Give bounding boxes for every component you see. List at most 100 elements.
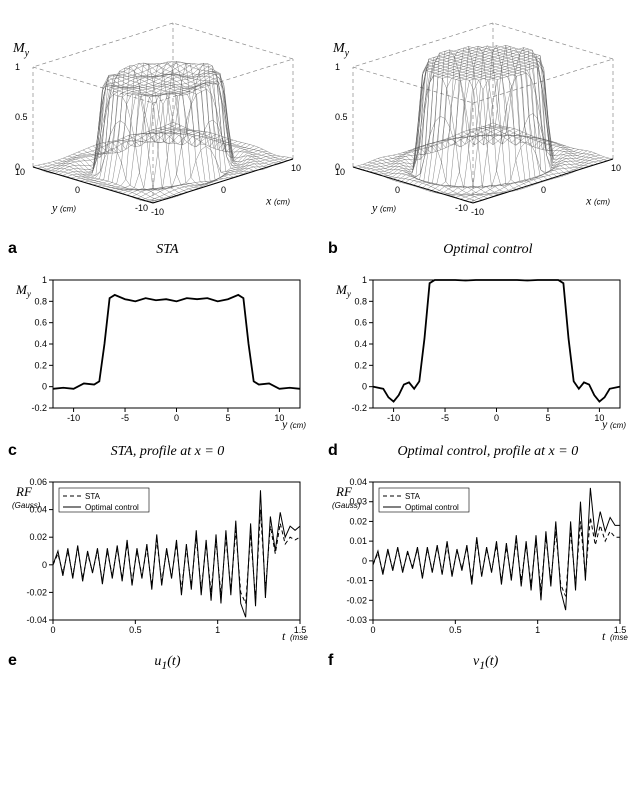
svg-text:-10: -10 [151,207,164,217]
svg-text:Optimal control: Optimal control [405,503,459,512]
svg-text:(cm): (cm) [380,205,396,214]
panel-f-letter: f [328,652,333,670]
svg-text:0: 0 [42,560,47,570]
panel-d-plot: -10-50510-0.200.20.40.60.81Myy (cm) [328,270,632,440]
panel-a-title: STA [23,242,312,258]
svg-text:-0.02: -0.02 [26,587,47,597]
svg-text:0.4: 0.4 [34,339,47,349]
svg-text:0: 0 [370,625,375,635]
svg-text:-0.2: -0.2 [31,403,47,413]
svg-text:1: 1 [335,62,340,72]
svg-text:t: t [282,629,286,642]
svg-text:0.8: 0.8 [354,296,367,306]
svg-text:-10: -10 [471,207,484,217]
panel-c-plot: -10-50510-0.200.20.40.60.81Myy (cm) [8,270,312,440]
svg-text:y: y [281,417,288,430]
svg-text:t: t [602,629,606,642]
svg-text:0: 0 [362,382,367,392]
svg-text:0: 0 [494,413,499,423]
svg-text:0.04: 0.04 [349,477,367,487]
svg-text:-5: -5 [121,413,129,423]
svg-text:0.01: 0.01 [349,536,367,546]
svg-text:1: 1 [42,275,47,285]
svg-text:0: 0 [42,382,47,392]
svg-text:0.5: 0.5 [15,112,28,122]
svg-text:y: y [51,201,58,215]
svg-text:My: My [12,41,30,59]
panel-d-letter: d [328,442,338,460]
svg-text:1: 1 [535,625,540,635]
panel-b-3d: 00.51-10-10001010Myx(cm)y(cm) [328,8,632,238]
svg-text:10: 10 [335,167,345,177]
svg-text:(Gauss): (Gauss) [332,501,361,510]
svg-text:0.6: 0.6 [34,318,47,328]
panel-e-plot: 00.511.5-0.04-0.0200.020.040.06RF(Gauss)… [8,472,312,650]
panel-d-title: Optimal control, profile at x = 0 [344,444,632,460]
svg-text:0: 0 [50,625,55,635]
panel-e: 00.511.5-0.04-0.0200.020.040.06RF(Gauss)… [8,472,312,672]
svg-text:0.2: 0.2 [34,360,47,370]
svg-text:-10: -10 [387,413,400,423]
panel-b-title: Optimal control [344,242,632,258]
svg-text:RF: RF [335,484,353,499]
svg-text:0: 0 [174,413,179,423]
svg-text:0: 0 [541,185,546,195]
svg-text:(msec): (msec) [290,633,308,642]
panel-f: 00.511.5-0.03-0.02-0.0100.010.020.030.04… [328,472,632,672]
svg-text:-10: -10 [455,203,468,213]
panel-c-letter: c [8,442,17,460]
svg-text:10: 10 [291,163,301,173]
svg-text:10: 10 [15,167,25,177]
svg-text:0: 0 [362,556,367,566]
svg-text:(cm): (cm) [594,197,610,206]
svg-text:y: y [601,417,608,430]
svg-text:0.02: 0.02 [29,532,47,542]
svg-text:(Gauss): (Gauss) [12,501,41,510]
svg-text:0.5: 0.5 [129,625,142,635]
svg-text:(cm): (cm) [274,197,290,206]
svg-text:Optimal control: Optimal control [85,503,139,512]
svg-text:-0.03: -0.03 [346,615,367,625]
svg-text:-0.01: -0.01 [346,576,367,586]
svg-text:(msec): (msec) [610,633,628,642]
svg-text:0.06: 0.06 [29,477,47,487]
svg-text:STA: STA [405,492,421,501]
svg-text:My: My [15,282,31,299]
panel-d: -10-50510-0.200.20.40.60.81Myy (cm) d Op… [328,270,632,460]
svg-text:My: My [332,41,350,59]
svg-text:y: y [371,201,378,215]
panel-e-title: u1(t) [23,654,312,672]
panel-c-title: STA, profile at x = 0 [23,444,312,460]
svg-text:0.5: 0.5 [335,112,348,122]
svg-text:1: 1 [15,62,20,72]
figure-grid: 00.51-10-10001010Myx(cm)y(cm) a STA 00.5… [8,8,632,672]
svg-text:0.4: 0.4 [354,339,367,349]
svg-text:x: x [585,193,592,207]
svg-text:(cm): (cm) [290,421,306,430]
svg-text:-5: -5 [441,413,449,423]
svg-text:0.5: 0.5 [449,625,462,635]
svg-text:-10: -10 [135,203,148,213]
svg-text:x: x [265,193,272,207]
panel-f-title: v1(t) [339,654,632,672]
svg-text:-0.02: -0.02 [346,595,367,605]
svg-text:(cm): (cm) [610,421,626,430]
svg-text:0.8: 0.8 [34,296,47,306]
svg-text:0: 0 [221,185,226,195]
svg-text:0.2: 0.2 [354,360,367,370]
svg-text:STA: STA [85,492,101,501]
svg-text:5: 5 [545,413,550,423]
svg-text:My: My [335,282,351,299]
panel-a: 00.51-10-10001010Myx(cm)y(cm) a STA [8,8,312,258]
panel-b: 00.51-10-10001010Myx(cm)y(cm) b Optimal … [328,8,632,258]
svg-text:-0.04: -0.04 [26,615,47,625]
svg-text:0.6: 0.6 [354,318,367,328]
svg-text:1: 1 [215,625,220,635]
svg-text:10: 10 [611,163,621,173]
svg-text:5: 5 [225,413,230,423]
svg-text:RF: RF [15,484,33,499]
panel-e-letter: e [8,652,17,670]
panel-a-letter: a [8,240,17,258]
svg-text:1: 1 [362,275,367,285]
panel-a-3d: 00.51-10-10001010Myx(cm)y(cm) [8,8,312,238]
